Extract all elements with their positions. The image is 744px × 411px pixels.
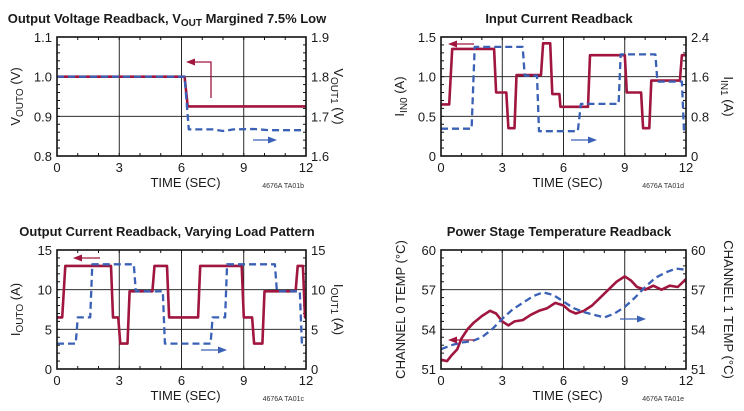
y-left-tick-label: 1.0: [418, 70, 436, 85]
y-right-tick-label: 57: [691, 283, 705, 298]
series-channel-0-line: [441, 42, 686, 130]
y-right-tick-label: 15: [311, 243, 325, 258]
y-left-tick-label: 57: [422, 283, 436, 298]
x-tick-label: 3: [499, 160, 506, 175]
arrowhead: [186, 58, 195, 66]
y-left-tick-label: 1.1: [34, 30, 52, 45]
series-channel-1-line: [441, 45, 686, 133]
x-tick-label: 0: [437, 373, 444, 388]
y-axis-label-left: IIN0 (A): [392, 76, 410, 116]
y-axis-label-right: CHANNEL 1 TEMP (°C): [721, 240, 736, 379]
x-tick-label: 6: [178, 373, 185, 388]
y-right-tick-label: 1.9: [311, 30, 329, 45]
y-axis-label-right: IIN1 (A): [718, 76, 736, 116]
x-axis-label: TIME (SEC): [150, 175, 220, 190]
y-right-tick-label: 0: [311, 362, 318, 377]
y-right-tick-label: 10: [311, 283, 325, 298]
y-left-tick-label: 1.5: [418, 30, 436, 45]
x-tick-label: 9: [240, 373, 247, 388]
chart-iout: Output Current Readback, Varying Load Pa…: [8, 224, 346, 403]
y-right-tick-label: 1.8: [311, 70, 329, 85]
y-left-tick-label: 60: [422, 243, 436, 258]
y-right-tick-label: 2.4: [691, 30, 709, 45]
y-left-tick-label: 10: [38, 283, 52, 298]
y-axis-label-left: IOUTO (A): [8, 283, 26, 336]
chart-title: Output Voltage Readback, VOUT Margined 7…: [8, 11, 327, 29]
x-axis-label: TIME (SEC): [532, 175, 602, 190]
figure-code: 4676A TA01d: [642, 183, 684, 190]
arrowhead: [448, 40, 457, 48]
arrowhead: [637, 315, 646, 323]
chart-title: Input Current Readback: [485, 11, 633, 26]
chart-title: Output Current Readback, Varying Load Pa…: [19, 224, 314, 239]
x-tick-label: 6: [178, 160, 185, 175]
y-right-tick-label: 1.6: [311, 149, 329, 164]
x-axis-label: TIME (SEC): [150, 388, 220, 403]
y-left-tick-label: 0.9: [34, 109, 52, 124]
y-axis-label-left: VOUTO (V): [8, 67, 26, 125]
y-right-tick-label: 1.6: [691, 70, 709, 85]
x-tick-label: 6: [560, 160, 567, 175]
y-left-tick-label: 0: [45, 362, 52, 377]
y-axis-label-left: CHANNEL 0 TEMP (°C): [393, 240, 408, 379]
series-channel-1-line: [440, 267, 687, 351]
y-right-tick-label: 54: [691, 322, 705, 337]
y-axis-label-right: VOUT1 (V): [328, 68, 346, 124]
plot-frame: [56, 249, 307, 370]
x-tick-label: 9: [621, 160, 628, 175]
x-tick-label: 12: [299, 160, 313, 175]
arrowhead: [268, 136, 277, 144]
y-left-tick-label: 0.8: [34, 149, 52, 164]
x-tick-label: 3: [116, 373, 123, 388]
y-right-tick-label: 51: [691, 362, 705, 377]
x-tick-label: 12: [679, 160, 693, 175]
figure-code: 4676A TA01e: [642, 396, 684, 403]
x-tick-label: 12: [299, 373, 313, 388]
arrowhead: [73, 254, 82, 262]
y-left-tick-label: 0.5: [418, 109, 436, 124]
x-tick-label: 9: [240, 160, 247, 175]
plot-frame: [440, 36, 687, 157]
y-left-tick-label: 15: [38, 243, 52, 258]
y-left-tick-label: 0: [429, 149, 436, 164]
y-left-tick-label: 5: [45, 322, 52, 337]
y-left-tick-label: 54: [422, 322, 436, 337]
x-axis-label: TIME (SEC): [532, 388, 602, 403]
chart-title: Power Stage Temperature Readback: [447, 224, 672, 239]
plot-frame: [440, 249, 687, 370]
x-tick-label: 0: [53, 160, 60, 175]
x-tick-label: 3: [116, 160, 123, 175]
plot-frame: [56, 36, 307, 157]
x-tick-label: 0: [437, 160, 444, 175]
chart-vout: Output Voltage Readback, VOUT Margined 7…: [8, 11, 346, 190]
y-right-tick-label: 5: [311, 322, 318, 337]
arrowhead: [588, 136, 597, 144]
y-axis-label-right: IOUT1 (A): [328, 284, 346, 335]
y-right-tick-label: 0: [691, 149, 698, 164]
x-tick-label: 9: [621, 373, 628, 388]
y-left-tick-label: 1.0: [34, 70, 52, 85]
x-tick-label: 12: [679, 373, 693, 388]
x-tick-label: 6: [560, 373, 567, 388]
figure-code: 4676A TA01b: [262, 183, 304, 190]
arrowhead: [218, 346, 227, 354]
series-channel-0-line: [440, 275, 687, 363]
figure-code: 4676A TA01c: [263, 396, 305, 403]
y-right-tick-label: 1.7: [311, 109, 329, 124]
series-channel-1-line: [57, 263, 306, 345]
y-right-tick-label: 0.8: [691, 109, 709, 124]
series-channel-1-line: [57, 75, 306, 133]
x-tick-label: 0: [53, 373, 60, 388]
y-right-tick-label: 60: [691, 243, 705, 258]
arrowhead: [448, 336, 457, 344]
x-tick-label: 3: [499, 373, 506, 388]
series-channel-0-line: [57, 75, 306, 108]
y-left-tick-label: 51: [422, 362, 436, 377]
series-indicator-arrow: [188, 61, 212, 98]
